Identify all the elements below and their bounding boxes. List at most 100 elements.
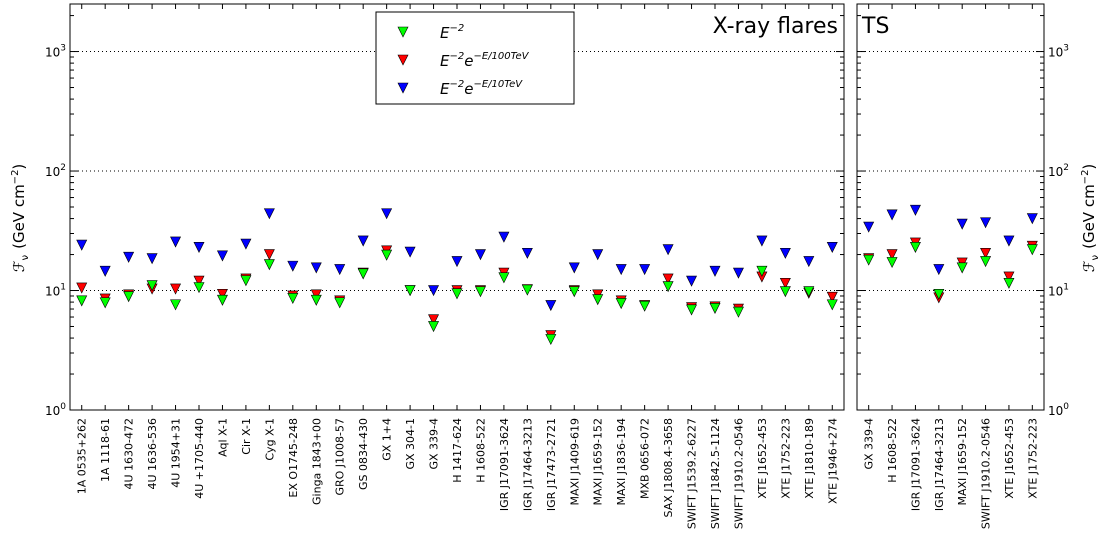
y-axis-label-left: ℱν(GeV cm−2) bbox=[10, 164, 31, 273]
category-label: SWIFT J1910.2-0546 bbox=[980, 418, 993, 529]
marker-cut10 bbox=[404, 246, 416, 258]
category-label: IGR J17091-3624 bbox=[498, 418, 511, 511]
marker-cut10 bbox=[498, 231, 510, 243]
marker-e2 bbox=[933, 288, 945, 300]
panel-title-xray-flares: X-ray flares bbox=[713, 14, 838, 39]
marker-cut10 bbox=[357, 235, 369, 247]
marker-cut10 bbox=[334, 264, 346, 276]
marker-e2 bbox=[863, 254, 875, 266]
category-label: SWIFT J1910.2-0546 bbox=[732, 418, 745, 529]
category-label: XTE J1652-453 bbox=[756, 418, 769, 499]
marker-cut10 bbox=[886, 209, 898, 221]
y-tick-label: 103 bbox=[1048, 44, 1069, 60]
marker-e2 bbox=[170, 299, 182, 311]
legend-label-cut10: E−2e−E/10TeV bbox=[440, 79, 523, 98]
marker-e2 bbox=[1003, 277, 1015, 289]
marker-cut10 bbox=[803, 256, 815, 268]
marker-cut10 bbox=[99, 265, 111, 277]
marker-e2 bbox=[686, 304, 698, 316]
marker-e2 bbox=[709, 302, 721, 314]
marker-e2 bbox=[263, 259, 275, 271]
marker-e2 bbox=[732, 306, 744, 318]
marker-cut10 bbox=[909, 204, 921, 216]
marker-cut10 bbox=[615, 264, 627, 276]
marker-cut100 bbox=[428, 314, 440, 326]
marker-e2 bbox=[498, 272, 510, 284]
y-tick-label: 102 bbox=[1048, 163, 1069, 179]
category-label: IGR J17464-3213 bbox=[521, 418, 534, 511]
marker-cut100 bbox=[826, 291, 838, 303]
marker-e2 bbox=[451, 288, 463, 300]
marker-cut10 bbox=[76, 239, 88, 251]
category-label: XTE J1652-453 bbox=[1003, 418, 1016, 499]
category-label: H 1608-522 bbox=[886, 418, 899, 483]
marker-cut100 bbox=[980, 247, 992, 259]
category-label: MXB 0656-072 bbox=[639, 418, 652, 499]
category-label: 1A 0535+262 bbox=[76, 418, 89, 494]
marker-cut10 bbox=[310, 262, 322, 274]
legend-label-e2: E−2 bbox=[440, 23, 464, 42]
marker-e2 bbox=[193, 282, 205, 294]
legend-marker-e2 bbox=[397, 26, 409, 38]
legend: E−2 E−2e−E/100TeV E−2e−E/10TeV bbox=[375, 11, 575, 105]
marker-cut100 bbox=[193, 275, 205, 287]
y-tick-label: 103 bbox=[45, 44, 66, 60]
marker-e2 bbox=[886, 257, 898, 269]
marker-e2 bbox=[803, 286, 815, 298]
marker-e2 bbox=[826, 299, 838, 311]
y-tick-label: 101 bbox=[45, 283, 66, 299]
category-label: 1A 1118-61 bbox=[99, 418, 112, 482]
category-label: 4U 1636-536 bbox=[146, 418, 159, 490]
marker-e2 bbox=[615, 298, 627, 310]
marker-cut10 bbox=[521, 247, 533, 259]
category-label: SWIFT J1842.5-1124 bbox=[709, 418, 722, 529]
marker-e2 bbox=[662, 281, 674, 293]
marker-cut10 bbox=[545, 300, 557, 312]
marker-cut100 bbox=[662, 273, 674, 285]
marker-e2 bbox=[980, 256, 992, 268]
marker-e2 bbox=[240, 275, 252, 287]
category-label: Ginga 1843+00 bbox=[310, 418, 323, 505]
marker-cut10 bbox=[863, 221, 875, 233]
marker-cut100 bbox=[310, 289, 322, 301]
category-label: GX 304-1 bbox=[404, 418, 417, 470]
marker-e2 bbox=[474, 286, 486, 298]
marker-cut10 bbox=[592, 249, 604, 261]
marker-e2 bbox=[756, 265, 768, 277]
marker-e2 bbox=[287, 293, 299, 305]
marker-cut10 bbox=[933, 264, 945, 276]
marker-e2 bbox=[99, 297, 111, 309]
legend-marker-cut100 bbox=[397, 54, 409, 66]
marker-cut10 bbox=[956, 218, 968, 230]
marker-cut100 bbox=[1003, 271, 1015, 283]
category-label: GX 1+4 bbox=[381, 418, 394, 461]
category-label: 4U 1954+31 bbox=[170, 418, 183, 488]
marker-cut10 bbox=[1026, 213, 1038, 225]
legend-markers bbox=[397, 26, 409, 94]
panel-title-ts: TS bbox=[861, 14, 889, 39]
category-label: IGR J17091-3624 bbox=[909, 418, 922, 511]
marker-cut100 bbox=[263, 249, 275, 261]
marker-e2 bbox=[639, 300, 651, 312]
category-labels: 1A 0535+262 1A 1118-61 4U 1630-472 4U 1636-… bbox=[76, 418, 1040, 529]
y-tick-label: 100 bbox=[1048, 402, 1069, 418]
marker-cut10 bbox=[639, 264, 651, 276]
marker-e2 bbox=[568, 286, 580, 298]
legend-marker-cut10 bbox=[397, 82, 409, 94]
marker-cut10 bbox=[732, 267, 744, 279]
marker-cut10 bbox=[1003, 235, 1015, 247]
panel-ts bbox=[856, 3, 1045, 411]
category-label: XTE J1810-189 bbox=[803, 418, 816, 499]
category-label: Cyg X-1 bbox=[263, 418, 276, 461]
marker-cut100 bbox=[886, 249, 898, 261]
marker-cut10 bbox=[263, 208, 275, 220]
marker-cut10 bbox=[216, 250, 228, 262]
marker-cut10 bbox=[451, 256, 463, 268]
category-label: MAXI J1659-152 bbox=[592, 418, 605, 506]
marker-e2 bbox=[909, 241, 921, 253]
category-label: GS 0834-430 bbox=[357, 418, 370, 490]
category-label: H 1417-624 bbox=[451, 418, 464, 483]
marker-cut10 bbox=[756, 235, 768, 247]
marker-cut100 bbox=[170, 283, 182, 295]
